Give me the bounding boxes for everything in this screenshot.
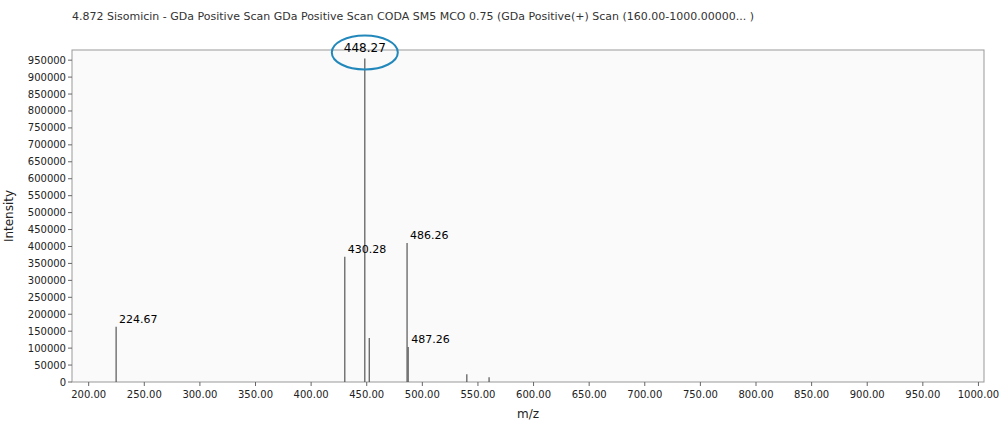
peak-stem (466, 374, 467, 382)
y-tick-label: 600000 (28, 173, 66, 184)
y-tick-label: 300000 (28, 275, 66, 286)
x-tick-label: 400.00 (294, 389, 329, 400)
peak-label: 486.26 (410, 229, 449, 242)
y-tick (68, 77, 72, 78)
y-tick-label: 650000 (28, 156, 66, 167)
x-tick-label: 850.00 (794, 389, 829, 400)
highlight-ellipse (332, 35, 398, 69)
x-tick (589, 382, 590, 386)
x-tick (756, 382, 757, 386)
x-tick-label: 750.00 (683, 389, 718, 400)
peak-stem (408, 347, 409, 382)
x-tick-label: 350.00 (238, 389, 273, 400)
x-tick (311, 382, 312, 386)
y-tick (68, 314, 72, 315)
x-tick (199, 382, 200, 386)
y-tick (68, 297, 72, 298)
x-tick-label: 900.00 (850, 389, 885, 400)
y-tick (68, 382, 72, 383)
x-tick-label: 800.00 (739, 389, 774, 400)
plot-frame (72, 50, 984, 382)
peak-stem (406, 243, 407, 382)
x-tick-label: 1000.00 (958, 389, 999, 400)
y-tick-label: 350000 (28, 258, 66, 269)
y-tick (68, 280, 72, 281)
y-tick-label: 0 (60, 377, 66, 388)
y-tick-label: 750000 (28, 122, 66, 133)
x-tick (700, 382, 701, 386)
y-tick-label: 850000 (28, 89, 66, 100)
x-tick (255, 382, 256, 386)
peak-stem (369, 338, 370, 382)
y-tick-label: 250000 (28, 292, 66, 303)
y-tick (68, 110, 72, 111)
y-tick (68, 246, 72, 247)
y-tick-label: 800000 (28, 105, 66, 116)
x-tick (422, 382, 423, 386)
x-axis-label: m/z (517, 407, 539, 421)
x-tick (811, 382, 812, 386)
y-tick (68, 229, 72, 230)
x-tick-label: 550.00 (460, 389, 495, 400)
x-tick (144, 382, 145, 386)
x-tick-label: 950.00 (905, 389, 940, 400)
x-tick (867, 382, 868, 386)
x-tick-label: 600.00 (516, 389, 551, 400)
y-tick (68, 263, 72, 264)
x-tick-label: 450.00 (349, 389, 384, 400)
x-tick (477, 382, 478, 386)
y-tick-label: 550000 (28, 190, 66, 201)
x-tick (644, 382, 645, 386)
peak-label: 448.27 (344, 41, 386, 55)
y-tick-label: 200000 (28, 309, 66, 320)
x-tick-label: 700.00 (627, 389, 662, 400)
y-axis-label: Intensity (2, 190, 16, 242)
x-tick-label: 200.00 (71, 389, 106, 400)
y-tick (68, 144, 72, 145)
y-tick (68, 365, 72, 366)
title: 4.872 Sisomicin - GDa Positive Scan GDa … (72, 10, 754, 23)
peak-stem (488, 377, 489, 382)
y-tick-label: 700000 (28, 139, 66, 150)
peak-stem (116, 327, 117, 382)
y-tick-label: 900000 (28, 72, 66, 83)
y-tick (68, 127, 72, 128)
peak-label: 487.26 (411, 333, 450, 346)
y-tick-label: 150000 (28, 326, 66, 337)
y-tick-label: 950000 (28, 55, 66, 66)
peak-stem (344, 257, 345, 382)
y-tick-label: 450000 (28, 224, 66, 235)
chart: 4.872 Sisomicin - GDa Positive Scan GDa … (0, 0, 1000, 428)
y-tick (68, 60, 72, 61)
x-tick (533, 382, 534, 386)
x-tick-label: 300.00 (182, 389, 217, 400)
y-tick (68, 161, 72, 162)
y-tick-label: 500000 (28, 207, 66, 218)
y-tick (68, 195, 72, 196)
y-tick-label: 400000 (28, 241, 66, 252)
peak-label: 430.28 (348, 243, 387, 256)
x-tick (88, 382, 89, 386)
x-tick (366, 382, 367, 386)
peak-stem (364, 58, 365, 382)
x-tick-label: 650.00 (572, 389, 607, 400)
y-tick-label: 50000 (34, 360, 66, 371)
y-tick (68, 331, 72, 332)
y-tick (68, 94, 72, 95)
x-tick (978, 382, 979, 386)
y-tick (68, 348, 72, 349)
x-tick (922, 382, 923, 386)
y-tick (68, 178, 72, 179)
x-tick-label: 500.00 (405, 389, 440, 400)
y-tick-label: 100000 (28, 343, 66, 354)
y-tick (68, 212, 72, 213)
x-tick-label: 250.00 (127, 389, 162, 400)
peak-label: 224.67 (119, 313, 158, 326)
